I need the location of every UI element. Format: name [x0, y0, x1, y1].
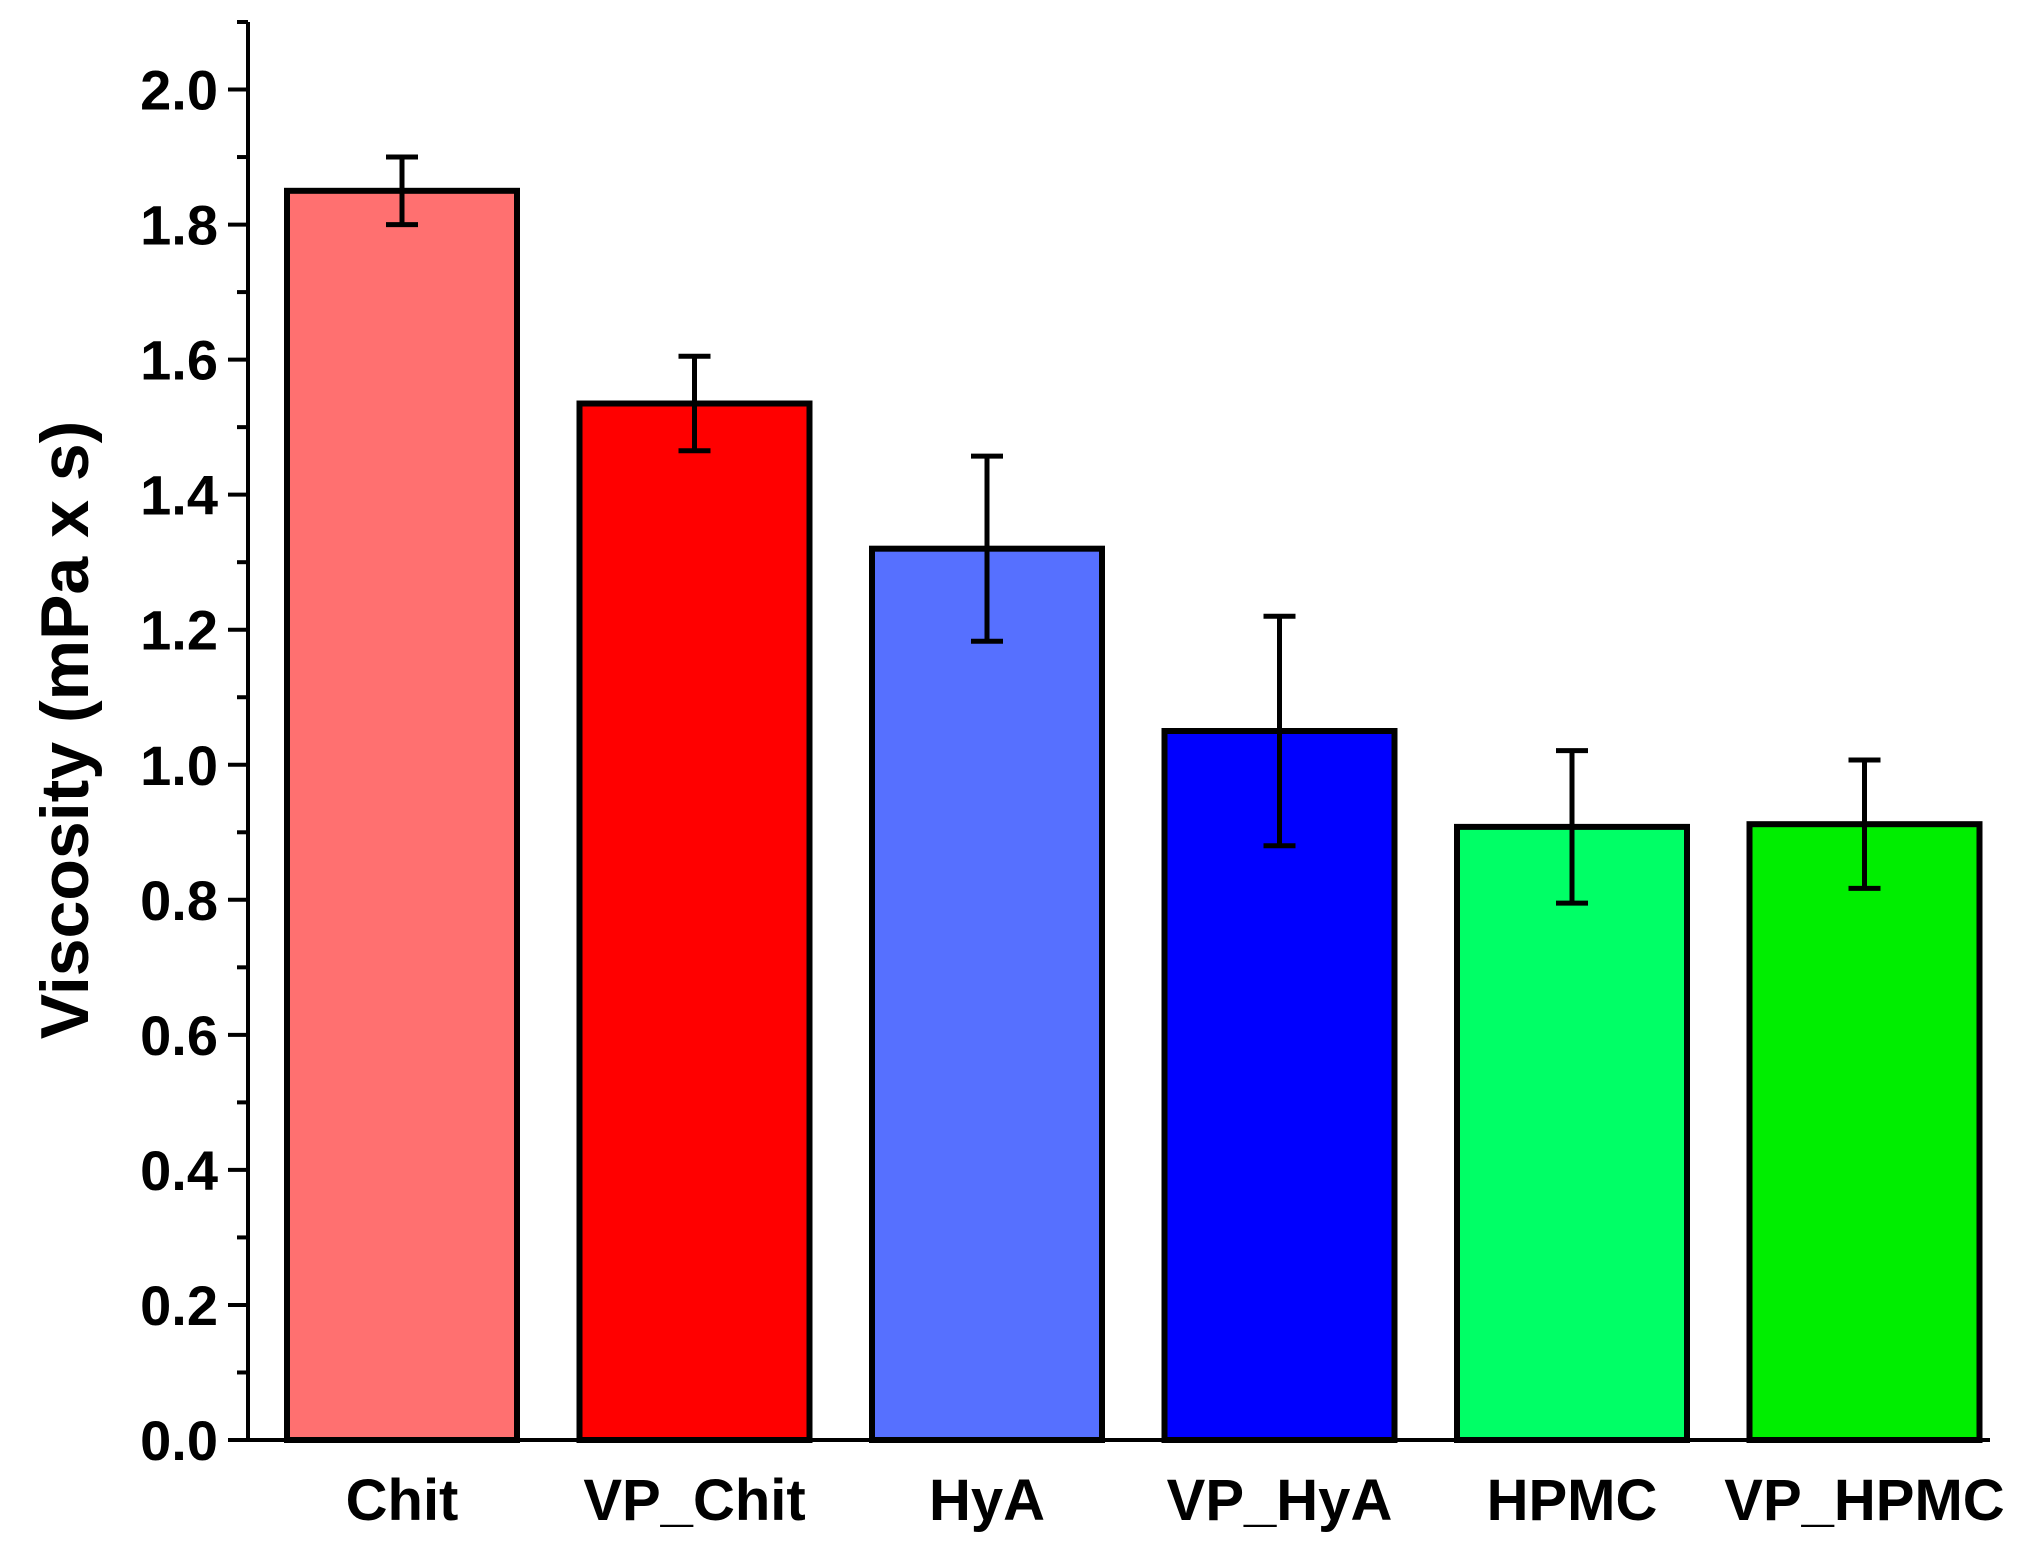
y-tick-label: 1.0: [140, 734, 218, 797]
y-tick-label: 0.8: [140, 869, 218, 932]
x-category-labels: Chit VP_Chit HyA VP_HyA HPMC VP_HPMC: [346, 1468, 2005, 1533]
y-axis: [228, 20, 1990, 1442]
error-bar: [1556, 748, 1588, 906]
y-tick-label: 0.6: [140, 1004, 218, 1067]
bar-hpmc: [1454, 823, 1690, 1443]
bar-chit: [284, 187, 520, 1443]
y-tick-label: 0.0: [140, 1409, 218, 1472]
y-tick-label: 1.6: [140, 329, 218, 392]
x-tick-label: HPMC: [1487, 1468, 1658, 1533]
x-tick-label: HyA: [929, 1468, 1045, 1533]
y-tick-label: 0.4: [140, 1139, 218, 1202]
y-axis-title: Viscosity (mPa x s): [27, 421, 103, 1040]
y-tick-label: 2.0: [140, 59, 218, 122]
y-tick-label: 1.8: [140, 194, 218, 257]
x-tick-label: VP_HPMC: [1724, 1468, 2004, 1533]
bars-layer: [284, 187, 1983, 1443]
y-tick-labels: 0.0 0.2 0.4 0.6 0.8 1.0 1.2 1.4 1.6 1.8 2.0: [140, 59, 218, 1472]
bar-vp-hpmc: [1746, 821, 1983, 1443]
error-bar: [678, 353, 711, 454]
error-bar: [1263, 613, 1296, 849]
y-tick-label: 1.2: [140, 599, 218, 662]
bar-hya: [869, 545, 1105, 1443]
x-tick-label: VP_Chit: [583, 1468, 805, 1533]
error-bar: [971, 453, 1003, 644]
bar-vp-chit: [576, 400, 813, 1443]
bar-vp-hya: [1161, 728, 1398, 1443]
x-tick-label: Chit: [346, 1468, 459, 1533]
error-bars-layer: [386, 154, 1881, 906]
y-tick-label: 0.2: [140, 1274, 218, 1337]
error-bar: [386, 154, 418, 228]
y-tick-label: 1.4: [140, 464, 218, 527]
x-tick-label: VP_HyA: [1167, 1468, 1393, 1533]
error-bar: [1848, 757, 1881, 891]
